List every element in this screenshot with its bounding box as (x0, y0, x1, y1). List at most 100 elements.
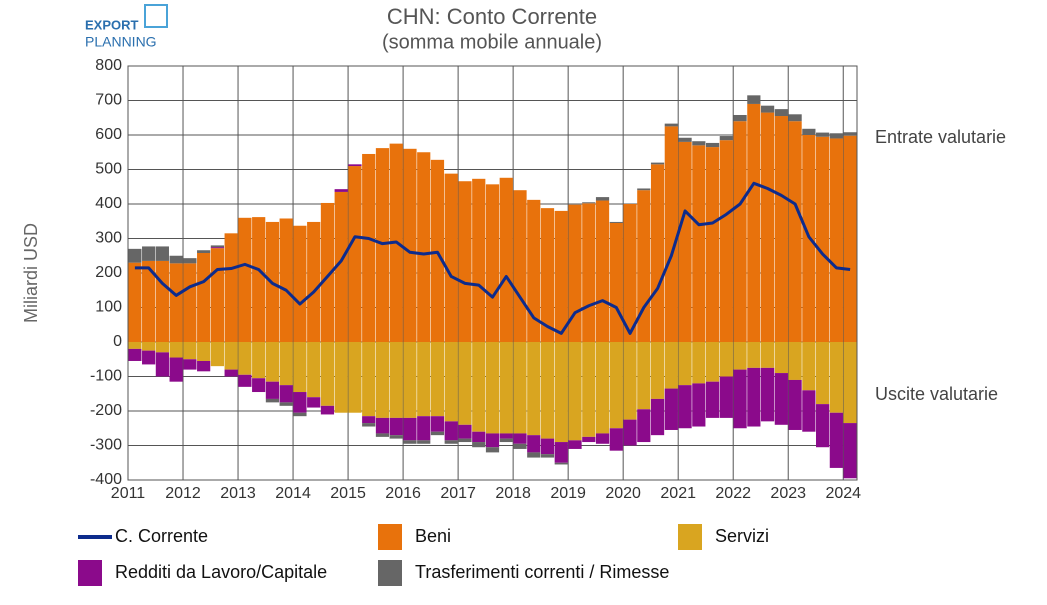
bar-segment (320, 202, 335, 342)
bar-segment (692, 145, 706, 342)
bar-segment (678, 137, 692, 142)
bar-segment (279, 402, 293, 406)
bar-segment (774, 373, 788, 425)
bar-segment (527, 435, 541, 453)
y-tick-label: 0 (113, 333, 122, 350)
bar-segment (692, 141, 706, 146)
bar-segment (609, 342, 623, 429)
bar-segment (678, 141, 692, 342)
x-tick-label: 2021 (660, 485, 696, 502)
bar-segment (609, 222, 623, 342)
bar-segment (169, 357, 183, 382)
bar-segment (279, 385, 293, 403)
bar-segment (334, 189, 348, 192)
bar-segment (527, 452, 541, 458)
bar-segment (719, 342, 733, 377)
bar-segment (733, 342, 747, 370)
bar-segment (678, 385, 692, 429)
bar-segment (705, 147, 720, 342)
y-tick-label: -300 (90, 437, 122, 454)
bar-segment (595, 197, 610, 201)
line-series (134, 181, 851, 335)
bar-segment (403, 148, 417, 342)
y-tick-label: 600 (95, 126, 122, 143)
bar-segment (389, 342, 403, 418)
bar-segment (705, 342, 720, 382)
y-tick-label: -400 (90, 471, 122, 488)
bar-segment (142, 260, 156, 342)
bar-segment (843, 135, 857, 342)
logo-icon (144, 4, 168, 28)
bar-segment (169, 342, 183, 358)
bar-segment (265, 398, 280, 403)
bar-segment (238, 342, 252, 375)
bar-segment (334, 191, 348, 342)
bar-segment (650, 162, 665, 165)
annotation: Entrate valutarie (875, 127, 1006, 147)
bar-segment (210, 245, 225, 248)
bar-segment (705, 142, 720, 148)
bar-segment (802, 342, 816, 391)
bar-segment (623, 342, 637, 420)
y-tick-label: -100 (90, 368, 122, 385)
annotation: Uscite valutarie (875, 384, 998, 404)
bar-segment (279, 218, 293, 342)
x-tick-label: 2020 (605, 485, 641, 502)
y-tick-label: -200 (90, 402, 122, 419)
bar-segment (362, 342, 376, 417)
bar-segment (609, 221, 623, 223)
bar-segment (307, 397, 321, 408)
legend-label: Servizi (715, 526, 769, 546)
bar-segment (224, 233, 238, 342)
bar-segment (540, 342, 555, 439)
bar-segment (375, 433, 390, 437)
bar-segment (293, 392, 307, 413)
bar-segment (155, 260, 169, 342)
bar-segment (513, 190, 527, 342)
bar-segment (499, 342, 513, 434)
bar-segment (554, 442, 568, 463)
bar-segment (293, 412, 307, 417)
bar-segment (375, 417, 390, 434)
bar-segment (348, 164, 362, 167)
bar-segment (719, 140, 733, 342)
bar-segment (375, 342, 390, 418)
legend-swatch (378, 524, 402, 550)
y-tick-label: 800 (95, 57, 122, 74)
bar-segment (540, 208, 555, 342)
logo-text: EXPORT (85, 17, 139, 32)
bar-segment (664, 342, 678, 389)
bar-segment (197, 360, 211, 372)
bar-segment (210, 247, 225, 249)
bar-segment (788, 342, 802, 380)
bar-segment (293, 342, 307, 393)
y-tick-label: 400 (95, 195, 122, 212)
bar-segment (183, 359, 197, 370)
bar-segment (444, 421, 458, 441)
bar-segment (843, 132, 857, 136)
bar-segment (142, 350, 156, 365)
bar-segment (733, 369, 747, 429)
bar-segment (224, 342, 238, 370)
bar-segment (485, 433, 500, 448)
bar-segment (760, 342, 775, 368)
bar-segment (568, 204, 582, 342)
bar-segment (650, 398, 665, 436)
bar-segment (843, 342, 857, 424)
bar-segment (733, 121, 747, 342)
bar-segment (719, 376, 733, 418)
bar-segment (169, 263, 183, 342)
bar-segment (265, 381, 280, 399)
bar-segment (197, 250, 211, 253)
bar-segment (472, 442, 486, 448)
bar-segment (540, 438, 555, 455)
bar-segment (719, 136, 733, 141)
bar-segment (843, 423, 857, 479)
bar-segment (747, 342, 761, 368)
bar-segment (389, 435, 403, 439)
bar-segment (458, 181, 472, 342)
bar-segment (637, 342, 651, 410)
bar-segment (210, 342, 225, 367)
bar-segment (582, 342, 596, 437)
bar-segment (348, 166, 362, 342)
